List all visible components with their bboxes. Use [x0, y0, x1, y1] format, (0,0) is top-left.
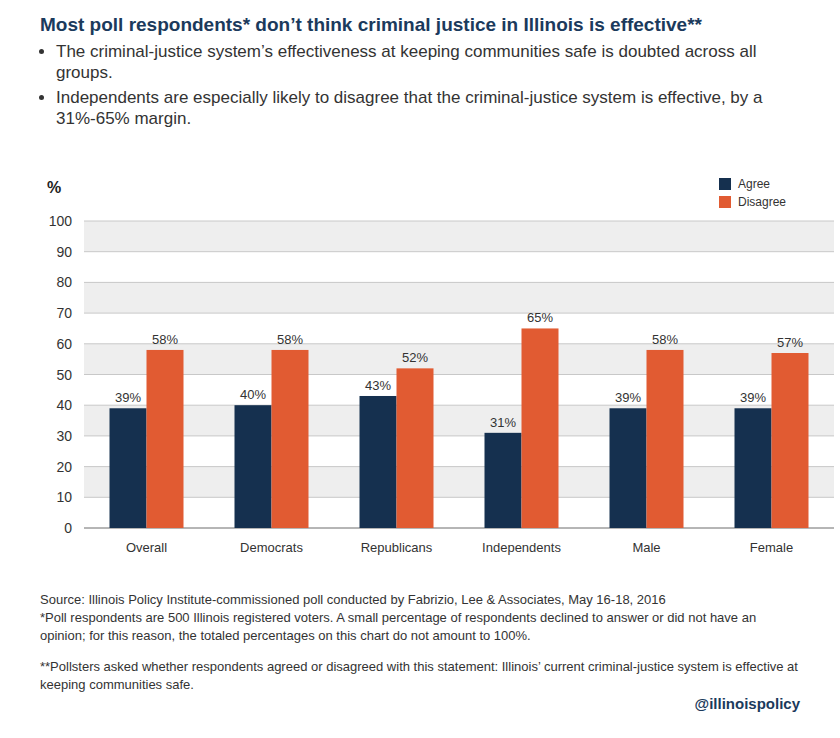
legend-label: Agree	[738, 176, 770, 192]
data-label: 57%	[777, 335, 803, 350]
x-tick-label: Male	[632, 540, 660, 555]
grid-band	[84, 282, 834, 313]
grid-band	[84, 221, 834, 252]
source: Source: Illinois Policy Institute-commis…	[40, 591, 820, 609]
data-label: 39%	[740, 390, 766, 405]
y-tick-label: 30	[56, 428, 72, 444]
y-tick-label: 60	[56, 336, 72, 352]
grid-line	[84, 221, 834, 222]
bar	[485, 433, 522, 528]
bar	[147, 350, 184, 528]
bar	[522, 328, 559, 528]
y-tick-label: 100	[49, 213, 73, 229]
subtitle-list: The criminal-justice system’s effectiven…	[42, 41, 812, 129]
x-tick-label: Overall	[126, 540, 167, 555]
legend-swatch	[719, 196, 731, 208]
y-tick-label: 20	[56, 459, 72, 475]
y-tick-label: 50	[56, 367, 72, 383]
data-label: 43%	[365, 378, 391, 393]
data-label: 58%	[652, 332, 678, 347]
footnote: **Pollsters asked whether respondents ag…	[40, 658, 800, 694]
bar	[110, 408, 147, 528]
y-axis-label: %	[47, 179, 61, 197]
grid-band	[84, 467, 834, 498]
subtitle-bullet: Independents are especially likely to di…	[56, 87, 812, 129]
y-tick-label: 90	[56, 244, 72, 260]
credit: @illinoispolicy	[695, 695, 800, 712]
title: Most poll respondents* don’t think crimi…	[40, 14, 702, 36]
bar	[235, 405, 272, 528]
subtitle-bullet: The criminal-justice system’s effectiven…	[56, 41, 812, 83]
legend-swatch	[719, 178, 731, 190]
x-tick-label: Female	[750, 540, 793, 555]
y-tick-label: 70	[56, 305, 72, 321]
grid-line	[84, 343, 834, 344]
grid-line	[84, 435, 834, 436]
y-tick-label: 80	[56, 274, 72, 290]
bars	[110, 328, 809, 528]
bar	[735, 408, 772, 528]
data-label: 31%	[490, 415, 516, 430]
grid-line	[84, 466, 834, 467]
chart: 0 10 20 30 40 50 60 70 80 90 100 39% 40% 43% 31% 39% 39%…	[0, 0, 840, 738]
x-axis-line	[84, 528, 834, 529]
data-label: 52%	[402, 350, 428, 365]
bar	[272, 350, 309, 528]
grid-line	[84, 282, 834, 283]
data-label: 58%	[152, 332, 178, 347]
x-tick-label: Independents	[482, 540, 561, 555]
data-label: 39%	[615, 390, 641, 405]
data-label: 40%	[240, 387, 266, 402]
data-label: 39%	[115, 390, 141, 405]
bar	[610, 408, 647, 528]
grid-line	[84, 313, 834, 314]
footnote: *Poll respondents are 500 Illinois regis…	[40, 609, 800, 645]
grid-band	[84, 405, 834, 436]
grid-line	[84, 497, 834, 498]
bar	[772, 353, 809, 528]
grid-line	[84, 374, 834, 375]
legend-label: Disagree	[738, 194, 786, 210]
grid-line	[84, 251, 834, 252]
bar	[397, 368, 434, 528]
y-tick-label: 40	[56, 397, 72, 413]
data-label: 58%	[277, 332, 303, 347]
grid-band	[84, 344, 834, 375]
data-label: 65%	[527, 310, 553, 325]
bar	[647, 350, 684, 528]
y-tick-label: 10	[56, 489, 72, 505]
x-tick-label: Republicans	[361, 540, 433, 555]
grid-line	[84, 405, 834, 406]
subtitle: The criminal-justice system’s effectiven…	[42, 41, 812, 133]
bar	[360, 396, 397, 528]
grid-line	[84, 528, 834, 529]
y-tick-label: 0	[64, 520, 72, 536]
x-tick-label: Democrats	[240, 540, 303, 555]
